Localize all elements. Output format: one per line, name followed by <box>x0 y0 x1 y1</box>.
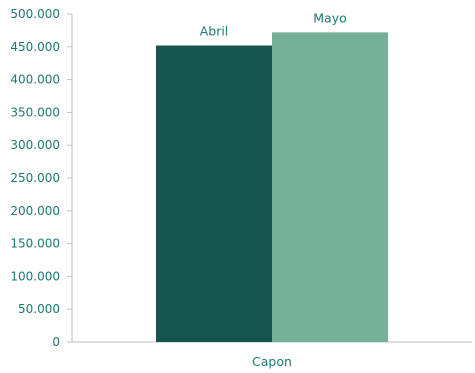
y-tick-label: 300.000 <box>10 138 60 152</box>
y-tick-label: 0 <box>52 335 60 349</box>
data-label-mayo: Mayo <box>313 10 347 25</box>
y-tick-label: 150.000 <box>10 237 60 251</box>
bars <box>156 32 388 342</box>
x-axis-labels: Capon <box>252 354 292 369</box>
y-tick-label: 450.000 <box>10 40 60 54</box>
data-label-abril: Abril <box>200 23 229 38</box>
y-tick-label: 200.000 <box>10 204 60 218</box>
x-category-label: Capon <box>252 354 292 369</box>
y-tick-label: 50.000 <box>18 302 60 316</box>
bar-mayo <box>272 32 388 342</box>
data-labels: Abril Mayo <box>200 10 347 38</box>
y-tick-label: 250.000 <box>10 171 60 185</box>
y-tick-label: 350.000 <box>10 105 60 119</box>
y-tick-label: 500.000 <box>10 7 60 21</box>
bar-abril <box>156 45 272 342</box>
y-axis-ticks: 0 50.000 100.000 150.000 200.000 250.000 300.0… <box>10 7 72 349</box>
y-tick-label: 400.000 <box>10 73 60 87</box>
y-tick-label: 100.000 <box>10 269 60 283</box>
